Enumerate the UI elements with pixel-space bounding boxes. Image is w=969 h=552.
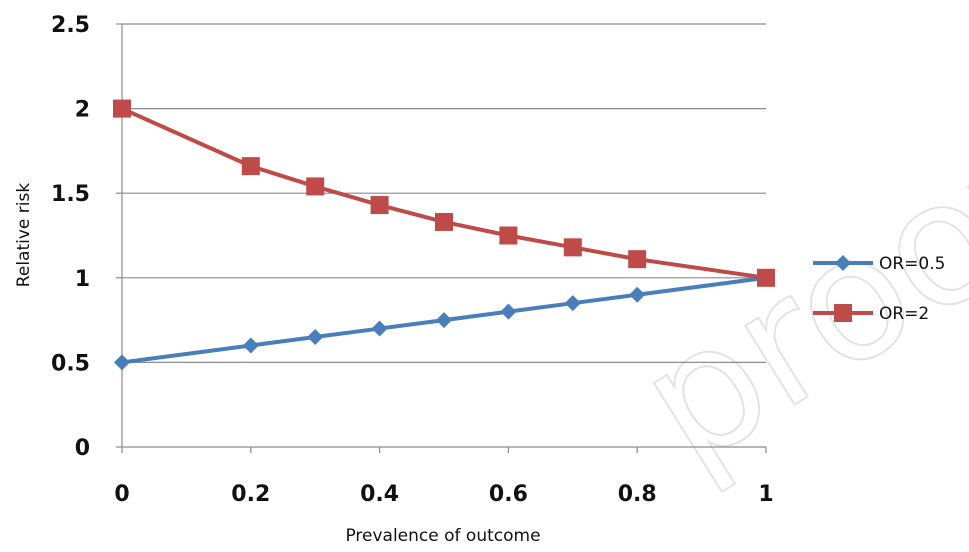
data-point: [241, 157, 260, 176]
x-tick-label: 0.6: [489, 482, 528, 507]
data-point: [563, 238, 582, 257]
legend: OR=0.5 OR=2: [813, 254, 945, 324]
data-point: [500, 303, 517, 320]
data-point: [307, 329, 324, 346]
x-tick-label: 0.4: [360, 482, 399, 507]
data-point: [629, 286, 646, 303]
data-point: [499, 226, 518, 245]
data-point: [757, 268, 775, 287]
legend-label: OR=2: [879, 304, 929, 324]
data-point: [435, 212, 453, 231]
series-0: [114, 269, 774, 371]
x-axis-label: Prevalence of outcome: [345, 526, 540, 546]
data-point: [628, 250, 647, 269]
data-point: [371, 320, 388, 337]
y-tick-labels: 0 0.5 1 1.5 2 2.5: [51, 13, 90, 461]
data-point: [564, 295, 581, 312]
axes: [116, 23, 767, 453]
watermark: proof: [607, 100, 969, 504]
y-tick-label: 2: [75, 98, 90, 123]
data-point: [306, 177, 325, 196]
data-point: [114, 354, 130, 371]
y-tick-label: 0: [75, 436, 90, 461]
x-tick-label: 0.2: [231, 482, 270, 507]
y-axis-label: Relative risk: [14, 183, 34, 288]
data-point: [436, 312, 452, 329]
y-tick-label: 1.5: [51, 182, 90, 207]
data-point: [113, 99, 131, 118]
x-tick-label: 0: [114, 482, 129, 507]
data-point: [370, 196, 389, 215]
legend-label: OR=0.5: [879, 254, 945, 274]
series-1: [113, 99, 775, 287]
legend-marker: [835, 255, 851, 271]
y-tick-label: 1: [75, 267, 90, 292]
x-tick-label: 1: [758, 482, 773, 507]
y-tick-label: 2.5: [51, 13, 90, 38]
legend-entry: OR=0.5: [813, 254, 945, 274]
legend-entry: OR=2: [813, 304, 929, 324]
data-point: [242, 337, 259, 354]
x-tick-labels: 0 0.2 0.4 0.6 0.8 1: [114, 482, 773, 507]
x-tick-label: 0.8: [618, 482, 657, 507]
y-tick-label: 0.5: [51, 351, 90, 376]
gridlines: [122, 23, 766, 363]
series-group: [113, 99, 775, 371]
legend-marker: [834, 304, 852, 322]
